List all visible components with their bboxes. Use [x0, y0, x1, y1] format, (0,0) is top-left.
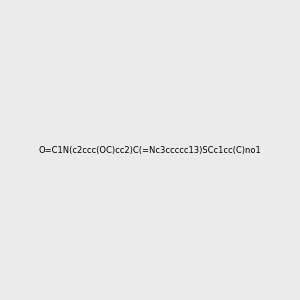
Text: O=C1N(c2ccc(OC)cc2)C(=Nc3ccccc13)SCc1cc(C)no1: O=C1N(c2ccc(OC)cc2)C(=Nc3ccccc13)SCc1cc(…	[39, 146, 261, 154]
